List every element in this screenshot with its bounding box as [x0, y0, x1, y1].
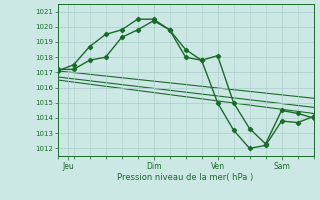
X-axis label: Pression niveau de la mer( hPa ): Pression niveau de la mer( hPa ) — [117, 173, 254, 182]
